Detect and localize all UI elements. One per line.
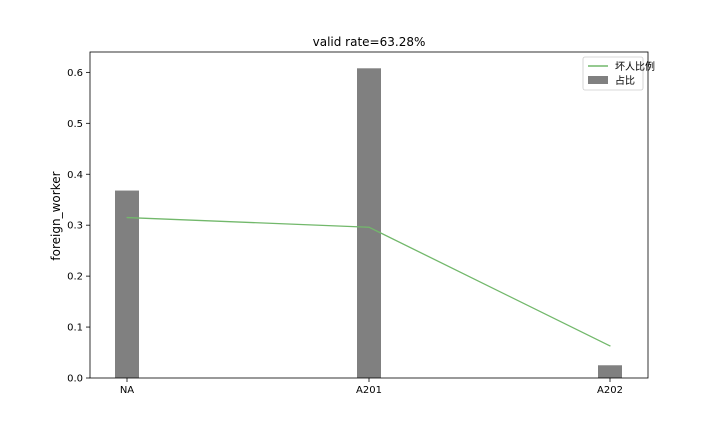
- x-tick-label: A201: [356, 385, 382, 396]
- legend-bar-swatch: [588, 76, 608, 84]
- y-tick-label: 0.0: [67, 374, 83, 385]
- y-tick-label: 0.4: [67, 170, 83, 181]
- bar-A202: [598, 365, 622, 378]
- y-tick-label: 0.3: [67, 221, 83, 232]
- x-tick-label: NA: [120, 385, 134, 396]
- bars: [115, 68, 622, 379]
- x-ticks: NA A201 A202: [120, 378, 623, 396]
- y-axis-label: foreign_worker: [49, 171, 63, 260]
- bar-NA: [115, 190, 139, 378]
- x-tick-label: A202: [597, 385, 623, 396]
- y-tick-label: 0.6: [67, 68, 83, 79]
- y-ticks: 0.0 0.1 0.2 0.3 0.4 0.5 0.6: [67, 68, 90, 385]
- line-point-A201: [368, 226, 370, 228]
- y-tick-label: 0.2: [67, 272, 83, 283]
- legend: 坏人比例 占比: [582, 56, 655, 91]
- bar-A201: [357, 68, 381, 379]
- chart-title: valid rate=63.28%: [313, 35, 426, 49]
- line-point-A202: [609, 345, 611, 347]
- legend-label-line: 坏人比例: [615, 60, 655, 73]
- legend-label-bar: 占比: [615, 74, 635, 87]
- line-point-NA: [126, 216, 128, 219]
- plot-frame: [89, 51, 649, 379]
- y-tick-label: 0.5: [67, 119, 83, 130]
- lines: [126, 216, 611, 347]
- y-tick-label: 0.1: [67, 323, 83, 334]
